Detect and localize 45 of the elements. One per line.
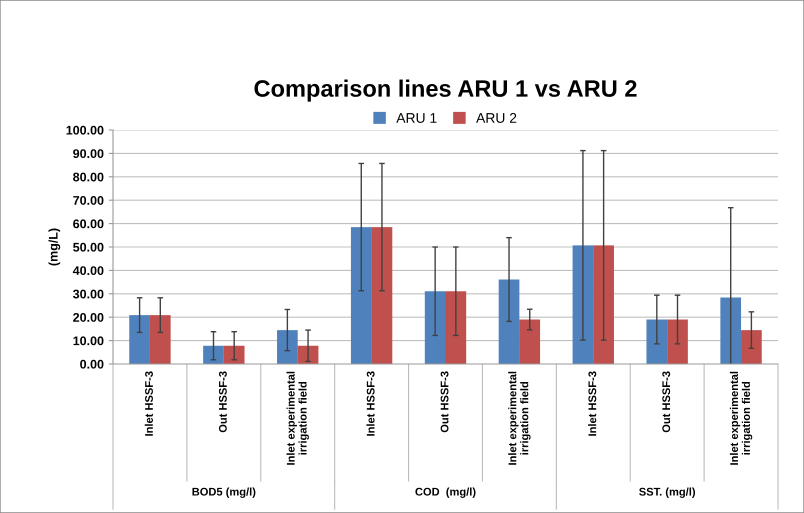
y-axis-title: (mg/L) xyxy=(48,228,60,266)
bar xyxy=(667,320,688,364)
y-tick-label: 100.00 xyxy=(66,126,104,135)
y-tick-label: 20.00 xyxy=(73,313,104,322)
x-tick-label: Inlet experimental irrigation field xyxy=(508,372,531,465)
bar xyxy=(224,346,245,364)
y-tick-label: 40.00 xyxy=(72,266,104,276)
x-tick-label: Inlet experimental irrigation field xyxy=(730,372,752,465)
bar xyxy=(372,227,392,364)
x-tick-label: Inlet experimental irrigation field xyxy=(286,372,309,465)
x-tick-label: Out HSSF-3 xyxy=(218,371,227,432)
y-tick-label: 70.00 xyxy=(73,196,104,205)
bar xyxy=(129,315,150,364)
y-tick-label: 0.00 xyxy=(80,360,104,369)
text: BOD5 (mg/l) xyxy=(192,487,256,498)
bar xyxy=(277,330,298,364)
y-tick-label: 50.00 xyxy=(73,242,104,252)
bar xyxy=(519,320,540,364)
x-tick-label: Inlet HSSF-3 xyxy=(366,371,375,436)
bar xyxy=(593,245,614,364)
x-tick-label: Out HSSF-3 xyxy=(662,371,670,432)
bar xyxy=(741,330,762,364)
y-tick-label: 90.00 xyxy=(73,149,104,158)
y-tick-label: 60.00 xyxy=(73,219,104,228)
bar xyxy=(350,227,372,364)
chart-title: Comparison lines ARU 1 vs ARU 2 xyxy=(254,80,637,102)
legend-label: ARU 1 xyxy=(396,113,436,123)
x-tick-label: Out HSSF-3 xyxy=(440,371,448,432)
bar xyxy=(646,320,668,364)
bar xyxy=(572,245,594,364)
x-tick-label: Inlet HSSF-3 xyxy=(144,371,153,436)
bar xyxy=(150,315,171,364)
bar xyxy=(446,291,466,364)
bar xyxy=(298,346,318,364)
legend-label: ARU 2 xyxy=(476,113,516,123)
bar xyxy=(498,280,520,364)
bar xyxy=(203,346,224,364)
x-tick-label: Inlet HSSF-3 xyxy=(588,371,596,436)
y-tick-label: 80.00 xyxy=(73,172,104,182)
text: COD (mg/l) xyxy=(415,487,476,498)
y-tick-label: 30.00 xyxy=(72,290,104,298)
bar xyxy=(424,291,446,364)
y-tick-label: 10.00 xyxy=(73,336,104,346)
text: SST. (mg/l) xyxy=(639,487,696,498)
bar xyxy=(720,298,742,364)
